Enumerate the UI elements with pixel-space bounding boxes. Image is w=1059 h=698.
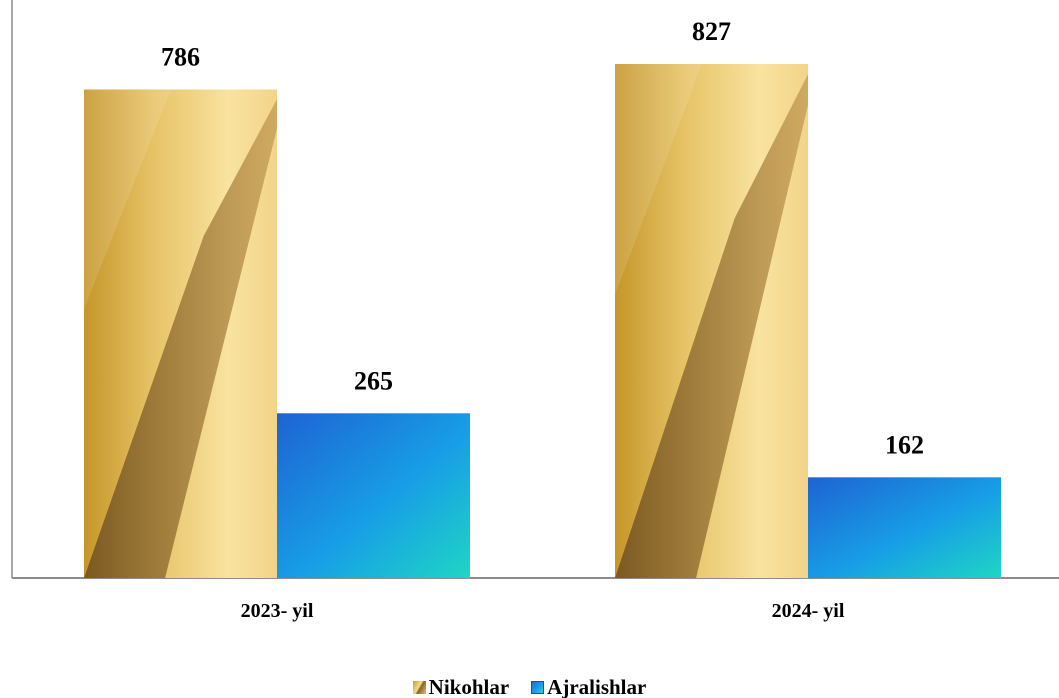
legend-label-ajralishlar: Ajralishlar — [547, 675, 647, 698]
legend: Nikohlar Ajralishlar — [0, 676, 1059, 698]
bar-nikohlar-2 — [615, 64, 808, 579]
legend-entry-nikohlar: Nikohlar — [412, 675, 510, 698]
bar-ajralishlar-2 — [808, 477, 1001, 578]
data-label-nikohlar-1: 786 — [161, 42, 200, 71]
legend-label-nikohlar: Nikohlar — [428, 675, 510, 698]
x-tick-label-2: 2024- yil — [772, 600, 845, 622]
x-tick-label-1: 2023- yil — [241, 600, 314, 622]
bar-chart: 786 265 827 162 2023- yil 2024- yil — [11, 0, 1059, 622]
legend-entry-ajralishlar: Ajralishlar — [531, 676, 646, 698]
data-label-nikohlar-2: 827 — [692, 17, 731, 46]
bar-ajralishlar-1 — [277, 413, 470, 578]
data-label-ajralishlar-2: 162 — [885, 430, 924, 459]
legend-swatch-ajralishlar — [531, 680, 545, 694]
legend-swatch-nikohlar — [412, 680, 426, 694]
bar-nikohlar-1 — [84, 89, 277, 579]
data-label-ajralishlar-1: 265 — [354, 366, 393, 395]
